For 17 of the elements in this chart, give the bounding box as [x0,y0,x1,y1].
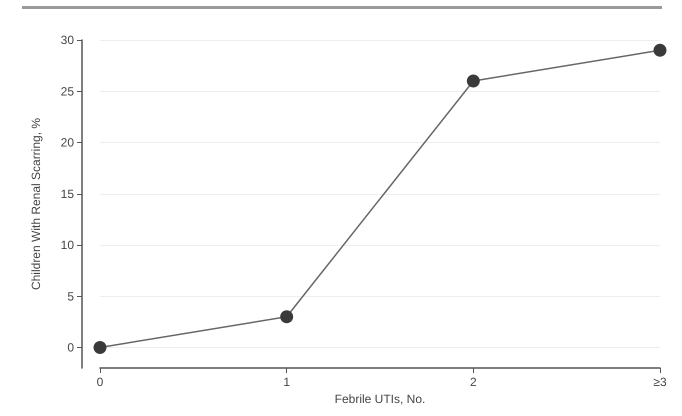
y-tick-label: 10 [60,238,74,252]
x-axis-title: Febrile UTIs, No. [334,392,426,406]
y-tick-label: 15 [60,186,74,201]
y-tick-label: 5 [67,289,74,304]
y-axis-title: Children With Renal Scarring, % [29,118,43,290]
point [94,341,106,354]
x-tick-label: ≥3 [653,375,667,389]
y-tick-label: 25 [60,84,74,98]
x-tick-label: 2 [470,375,477,389]
y-tick-label: 30 [60,33,74,47]
y-tick-label: 0 [67,340,74,354]
y-tick-label: 20 [60,136,74,150]
x-tick-label: 1 [283,375,290,389]
x-tick-label: 0 [96,375,104,389]
point [654,44,666,57]
point [280,310,294,324]
point [466,74,480,88]
